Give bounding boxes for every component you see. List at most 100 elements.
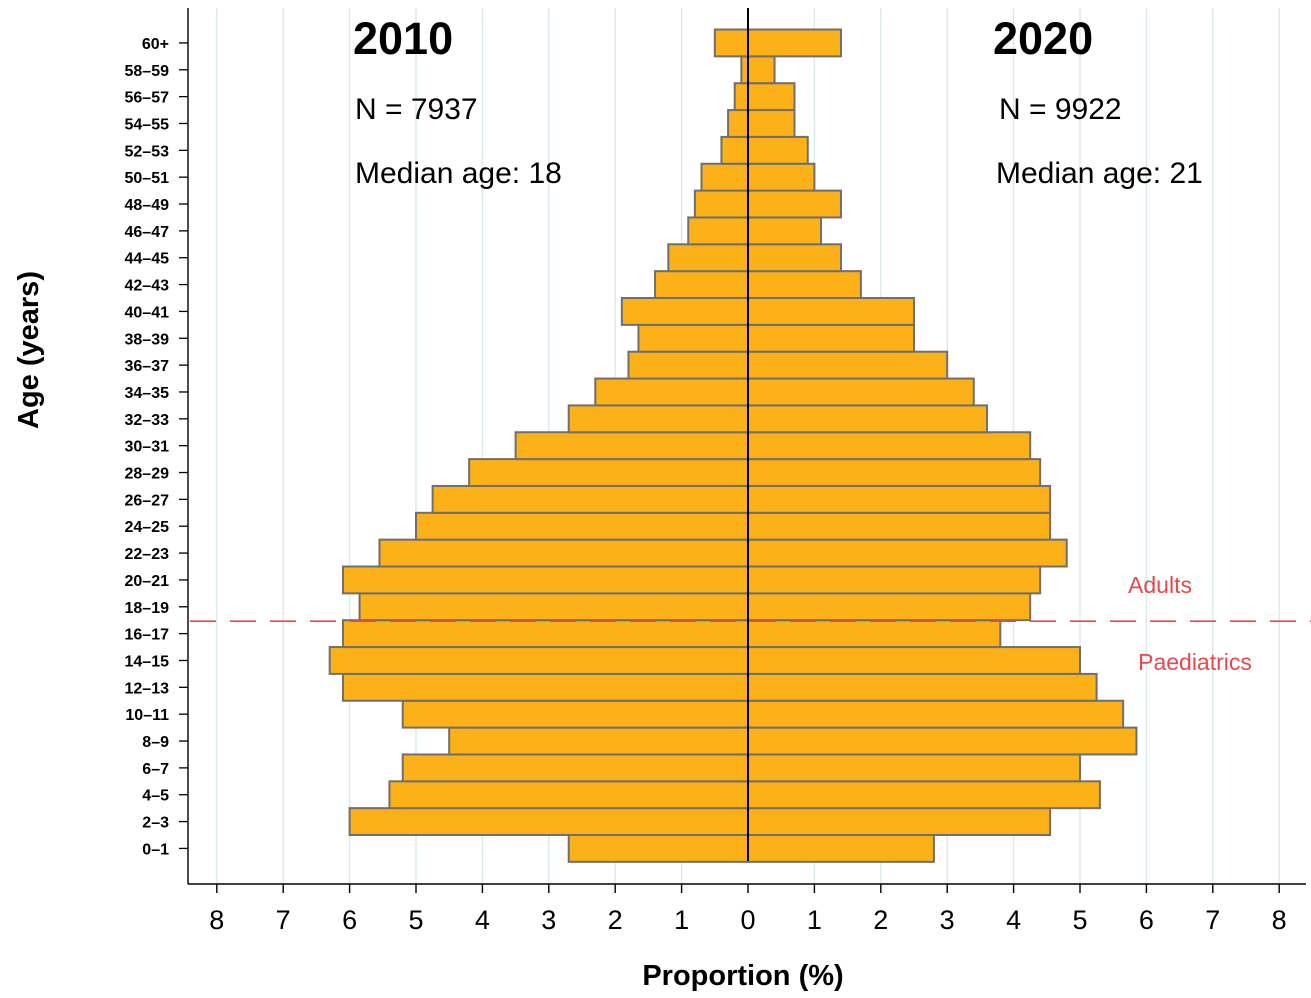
bar-2020-13 <box>747 484 1052 514</box>
x-tick-label: 4 <box>475 905 490 935</box>
bar-2010-24 <box>693 189 750 219</box>
x-tick-label: 0 <box>740 905 755 935</box>
bar-2010-11 <box>378 538 749 568</box>
bar-2010-18 <box>627 350 749 380</box>
right-median-label: Median age: 21 <box>996 157 1203 190</box>
bar-2020-6 <box>747 672 1098 702</box>
x-tick-label: 7 <box>1205 905 1220 935</box>
bar-2020-28 <box>747 82 796 112</box>
bar-2020-0 <box>747 834 935 863</box>
y-axis-title: Age (years) <box>13 271 45 429</box>
y-tick-label: 44–45 <box>125 251 170 268</box>
labels: 0–1 2–3 4–5 6–7 8–9 10–11 12–13 14–15 16–17 18–19… <box>125 36 1287 935</box>
bar-2010-28 <box>733 82 749 112</box>
bar-2020-1 <box>747 807 1052 837</box>
y-tick-label: 28–29 <box>125 466 170 483</box>
y-tick-label: 20–21 <box>125 573 170 590</box>
bar-2020-22 <box>747 243 842 273</box>
x-tick-label: 3 <box>940 905 955 935</box>
y-tick-label: 46–47 <box>125 224 170 241</box>
y-tick-label: 10–11 <box>125 707 169 724</box>
right-n-label: N = 9922 <box>999 93 1122 126</box>
left-year-label: 2010 <box>353 13 453 64</box>
bar-2010-8 <box>341 619 749 649</box>
bar-2020-3 <box>747 753 1081 783</box>
bar-2020-2 <box>747 780 1101 810</box>
y-tick-label: 54–55 <box>125 116 170 133</box>
bar-2020-30 <box>747 28 842 58</box>
bar-2020-11 <box>747 538 1068 568</box>
bar-2020-5 <box>747 699 1125 729</box>
bar-2010-9 <box>358 592 749 622</box>
y-tick-label: 18–19 <box>125 600 170 617</box>
bar-2010-21 <box>654 270 749 299</box>
bar-2010-25 <box>700 162 750 192</box>
bar-2010-3 <box>401 753 749 783</box>
y-tick-label: 32–33 <box>125 412 170 429</box>
y-tick-label: 30–31 <box>125 439 170 456</box>
y-tick-label: 12–13 <box>125 680 170 697</box>
y-tick-label: 26–27 <box>125 492 170 509</box>
x-tick-label: 5 <box>408 905 423 935</box>
bar-2010-5 <box>401 699 749 729</box>
x-tick-label: 6 <box>1139 905 1154 935</box>
y-tick-label: 2–3 <box>142 815 169 832</box>
y-tick-label: 38–39 <box>125 331 170 348</box>
x-tick-label: 3 <box>541 905 556 935</box>
bar-2020-29 <box>747 55 776 85</box>
bar-2010-27 <box>727 109 750 138</box>
bar-2020-21 <box>747 270 862 299</box>
x-tick-label: 2 <box>873 905 888 935</box>
bar-2010-7 <box>328 646 749 675</box>
bar-2010-12 <box>415 511 749 541</box>
bar-2020-9 <box>747 592 1032 622</box>
bar-2020-23 <box>747 216 823 246</box>
bar-2020-4 <box>747 726 1138 756</box>
y-tick-label: 56–57 <box>125 90 170 107</box>
bar-2020-24 <box>747 189 842 219</box>
y-tick-label: 42–43 <box>125 278 170 295</box>
bar-2010-22 <box>667 243 750 273</box>
bar-2020-19 <box>747 323 915 353</box>
x-tick-label: 1 <box>807 905 822 935</box>
bar-2020-26 <box>747 135 809 165</box>
bar-2010-23 <box>687 216 749 246</box>
bar-2020-8 <box>747 619 1002 649</box>
bar-2020-15 <box>747 431 1032 461</box>
paediatrics-region-label: Paediatrics <box>1138 649 1252 675</box>
y-tick-label: 24–25 <box>125 519 170 536</box>
bar-2010-19 <box>637 323 749 353</box>
left-n-label: N = 7937 <box>355 93 478 126</box>
bar-2010-17 <box>594 377 750 407</box>
y-tick-label: 0–1 <box>142 841 169 858</box>
x-tick-label: 1 <box>674 905 689 935</box>
bar-2020-7 <box>747 646 1081 675</box>
x-tick-label: 7 <box>276 905 291 935</box>
right-year-label: 2020 <box>993 13 1093 64</box>
bar-2010-30 <box>713 28 749 58</box>
x-axis-title: Proportion (%) <box>642 960 843 992</box>
bar-2010-1 <box>348 807 749 837</box>
left-median-label: Median age: 18 <box>355 157 562 190</box>
y-tick-label: 22–23 <box>125 546 170 563</box>
y-tick-label: 36–37 <box>125 358 170 375</box>
y-tick-label: 8–9 <box>142 734 169 751</box>
x-tick-label: 4 <box>1006 905 1021 935</box>
bar-2010-4 <box>448 726 749 756</box>
bar-2010-0 <box>567 834 749 863</box>
x-tick-label: 6 <box>342 905 357 935</box>
bar-2010-13 <box>431 484 749 514</box>
y-tick-label: 40–41 <box>125 304 170 321</box>
x-tick-label: 2 <box>608 905 623 935</box>
y-tick-label: 50–51 <box>125 170 170 187</box>
bar-2010-20 <box>620 297 750 326</box>
axes <box>179 8 1311 893</box>
bar-2010-14 <box>468 458 749 487</box>
bar-2010-16 <box>567 404 749 434</box>
adults-region-label: Adults <box>1128 572 1192 598</box>
bars <box>328 28 1138 863</box>
y-tick-label: 60+ <box>142 36 169 53</box>
bar-2020-12 <box>747 511 1052 541</box>
y-tick-label: 16–17 <box>125 627 170 644</box>
